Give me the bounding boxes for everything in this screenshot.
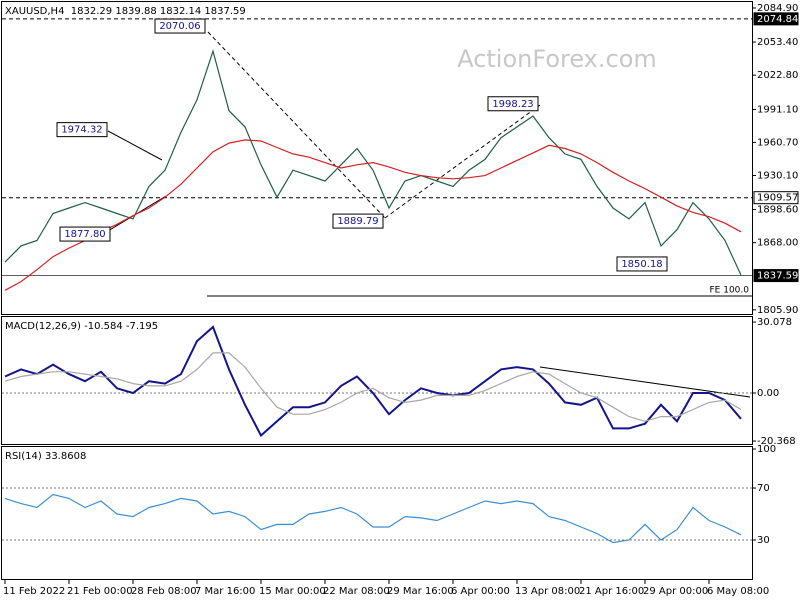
y-tick-label: 1898.60 (757, 205, 798, 216)
level-label: 1837.59 (757, 271, 798, 282)
fe-label: FE 100.0 (710, 286, 750, 296)
x-tick-label: 6 Apr 00:00 (451, 586, 510, 597)
y-tick-label: 0.00 (757, 388, 779, 399)
y-tick-label: 1805.90 (757, 305, 798, 316)
trend-line (107, 130, 163, 161)
series-line (4, 352, 742, 422)
annotation-box (59, 226, 111, 242)
x-tick-label: 29 Apr 00:00 (643, 586, 708, 597)
x-tick-label: 29 Mar 16:00 (387, 586, 454, 597)
annotation-box (332, 213, 384, 229)
annotation-label: 1850.18 (621, 259, 662, 270)
y-tick-label: 2084.90 (757, 3, 798, 14)
trend-line (207, 31, 386, 219)
annotation-box (56, 122, 108, 138)
annotation-label: 1974.32 (61, 125, 102, 136)
rsi-panel (1, 446, 753, 580)
series-line (4, 49, 742, 276)
level-box (753, 191, 799, 205)
y-tick-label: 100 (757, 444, 776, 455)
annotation-label: 1889.79 (337, 216, 378, 227)
panel-title: RSI(14) 33.8608 (5, 451, 86, 462)
panel-title: MACD(12,26,9) -10.584 -7.195 (5, 321, 158, 332)
trend-line (384, 104, 541, 219)
x-tick-label: 6 May 08:00 (707, 586, 769, 597)
annotation-box (616, 256, 668, 272)
y-tick-label: 1868.00 (757, 238, 798, 249)
y-tick-label: 2022.80 (757, 70, 798, 81)
level-label: 2074.84 (757, 14, 798, 25)
y-tick-label: 1930.10 (757, 170, 798, 181)
watermark: ActionForex.com (457, 45, 657, 73)
y-tick-label: 1960.70 (757, 137, 798, 148)
y-tick-label: 1991.10 (757, 104, 798, 115)
y-tick-label: 30.078 (757, 317, 792, 328)
x-tick-label: 28 Feb 08:00 (131, 586, 197, 597)
annotation-label: 1998.23 (492, 99, 533, 110)
series-line (4, 325, 742, 438)
series-line (4, 139, 742, 291)
trend-lines (107, 31, 751, 398)
y-tick-label: -20.368 (757, 436, 796, 447)
x-tick-label: 15 Mar 00:00 (259, 586, 326, 597)
annotation-box (487, 96, 539, 112)
y-tick-label: 2053.40 (757, 37, 798, 48)
level-box (753, 269, 799, 283)
x-tick-label: 7 Mar 16:00 (195, 586, 255, 597)
price-panel (1, 1, 753, 315)
level-box (753, 12, 799, 26)
macd-panel (1, 316, 753, 445)
annotation-label: 2070.06 (159, 21, 200, 32)
level-label: 1909.57 (757, 193, 798, 204)
series-line (4, 493, 742, 544)
x-tick-label: 21 Apr 16:00 (579, 586, 644, 597)
x-tick-label: 21 Feb 00:00 (67, 586, 133, 597)
x-tick-label: 11 Feb 2022 (3, 586, 65, 597)
x-tick-label: 13 Apr 08:00 (515, 586, 580, 597)
x-tick-label: 22 Mar 08:00 (323, 586, 390, 597)
y-tick-label: 30 (757, 535, 770, 546)
annotation-label: 1877.80 (64, 229, 105, 240)
annotation-box (154, 18, 206, 34)
macd-trend-line (539, 366, 751, 398)
y-tick-label: 70 (757, 483, 770, 494)
panel-title: XAUUSD,H4 1832.29 1839.88 1832.14 1837.5… (5, 6, 246, 17)
